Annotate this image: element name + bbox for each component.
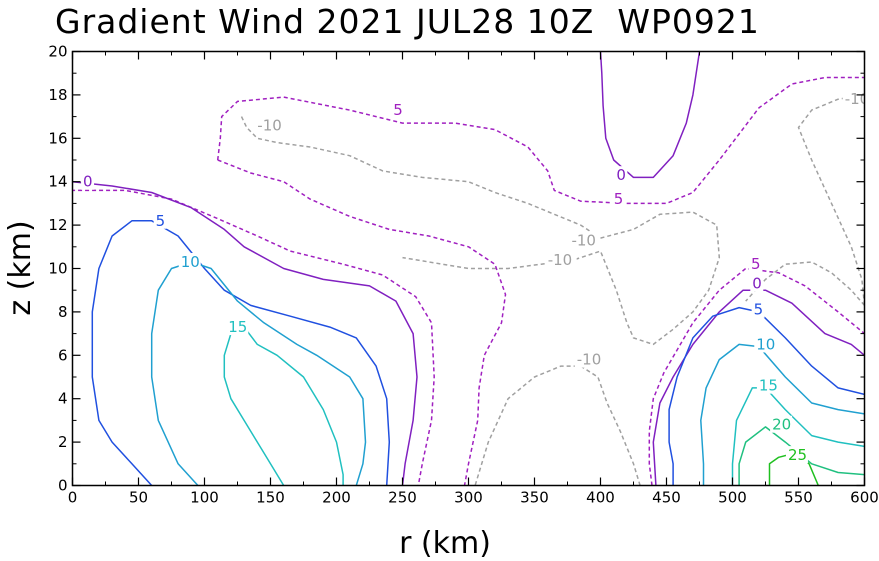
storm-id-label: WP0921 <box>617 2 760 41</box>
x-axis-title: r (km) <box>399 526 491 561</box>
contour-label-bg <box>754 335 777 353</box>
x-tick-label: 250 <box>388 489 417 507</box>
contour-label-bg <box>81 172 95 190</box>
contour-line-level--5-3 <box>648 267 865 486</box>
contour-line-level--10-4 <box>745 261 865 306</box>
contour-line-level-20-0 <box>738 426 865 486</box>
contour-line-level--10-1 <box>402 211 721 346</box>
contour-line-level--10-0 <box>240 116 601 239</box>
y-tick-label: 0 <box>58 477 68 495</box>
contour-label-20-0: 20 <box>772 416 791 434</box>
contour-label--10-1: -10 <box>571 231 596 249</box>
contour-line-level-15-0 <box>223 326 344 486</box>
y-tick-label: 20 <box>48 43 67 61</box>
y-tick-label: 8 <box>58 303 68 321</box>
contour-line-level--5-1 <box>216 76 865 205</box>
x-tick-label: 200 <box>322 489 351 507</box>
contour-line-level--10-2 <box>474 365 641 486</box>
contour-label-bg <box>750 274 764 292</box>
contour-label--5-0: 5 <box>393 101 403 119</box>
x-tick-label: 400 <box>586 489 615 507</box>
contour-label-5-1: 5 <box>754 301 764 319</box>
contour-line-level--5-2 <box>217 159 507 486</box>
y-tick-label: 2 <box>58 433 68 451</box>
chart-title-main: Gradient Wind 2021 JUL28 10Z <box>55 2 595 41</box>
contour-label-5-0: 5 <box>156 212 166 230</box>
y-axis-title: z (km) <box>3 220 38 315</box>
contour-label-10-0: 10 <box>181 253 200 271</box>
contour-label-0-0: 0 <box>83 173 93 191</box>
x-tick-label: 550 <box>784 489 813 507</box>
x-tick-label: 300 <box>454 489 483 507</box>
y-tick-label: 14 <box>48 173 67 191</box>
y-tick-label: 4 <box>58 390 68 408</box>
contour-label-15-0: 15 <box>228 318 247 336</box>
x-tick-label: 350 <box>520 489 549 507</box>
contour-line-level-0-2 <box>652 289 865 486</box>
contour-line-level-5-1 <box>668 306 865 486</box>
contour-label-bg <box>178 252 201 270</box>
contour-label-bg <box>751 300 765 318</box>
contour-label-25-0: 25 <box>788 446 807 464</box>
contour-label-10-1: 10 <box>756 335 775 353</box>
contour-label-bg <box>748 255 762 273</box>
contour-label-bg <box>614 166 628 184</box>
contour-label--10-4: -10 <box>845 90 870 108</box>
contour-label-bg <box>545 250 577 268</box>
contour-label--10-2: -10 <box>548 251 573 269</box>
contour-line-level--10-3 <box>797 94 865 306</box>
x-tick-label: 100 <box>190 489 219 507</box>
contour-line-level-10-0 <box>150 261 367 486</box>
y-tick-label: 12 <box>48 216 67 234</box>
contour-label--10-3: -10 <box>577 351 602 369</box>
contour-label-0-2: 0 <box>752 275 762 293</box>
x-tick-label: 50 <box>129 489 148 507</box>
x-tick-label: 600 <box>850 489 879 507</box>
contour-label--5-1: 5 <box>614 190 624 208</box>
y-tick-label: 6 <box>58 346 68 364</box>
contour-line-level-10-1 <box>700 343 865 486</box>
contour-label-bg <box>153 211 167 229</box>
x-tick-label: 500 <box>718 489 747 507</box>
x-tick-label: 0 <box>68 489 78 507</box>
chart-title: Gradient Wind 2021 JUL28 10Z WP0921 <box>55 2 760 41</box>
contour-label-15-1: 15 <box>759 377 778 395</box>
contour-line-level-0-0 <box>72 180 418 486</box>
contour-line-level--5-0 <box>72 189 435 486</box>
y-tick-label: 16 <box>48 129 67 147</box>
contour-label-bg <box>574 350 606 368</box>
contour-label-bg <box>569 231 601 249</box>
contour-label-bg <box>756 376 779 394</box>
contour-label-bg <box>226 318 249 336</box>
y-tick-label: 10 <box>48 260 67 278</box>
contour-line-level-0-1 <box>599 51 701 179</box>
contour-label--10-0: -10 <box>257 116 282 134</box>
contour-label-bg <box>255 116 287 134</box>
y-tick-label: 18 <box>48 86 67 104</box>
contour-label-bg <box>391 101 405 119</box>
contour-label-bg <box>770 415 793 433</box>
contour-label--5-2: 5 <box>751 255 761 273</box>
contour-label-0-1: 0 <box>616 166 626 184</box>
contour-line-level-5-0 <box>91 220 391 486</box>
x-tick-label: 150 <box>256 489 285 507</box>
contour-label-bg <box>611 190 625 208</box>
x-tick-label: 450 <box>652 489 681 507</box>
contour-label-bg <box>785 446 808 464</box>
